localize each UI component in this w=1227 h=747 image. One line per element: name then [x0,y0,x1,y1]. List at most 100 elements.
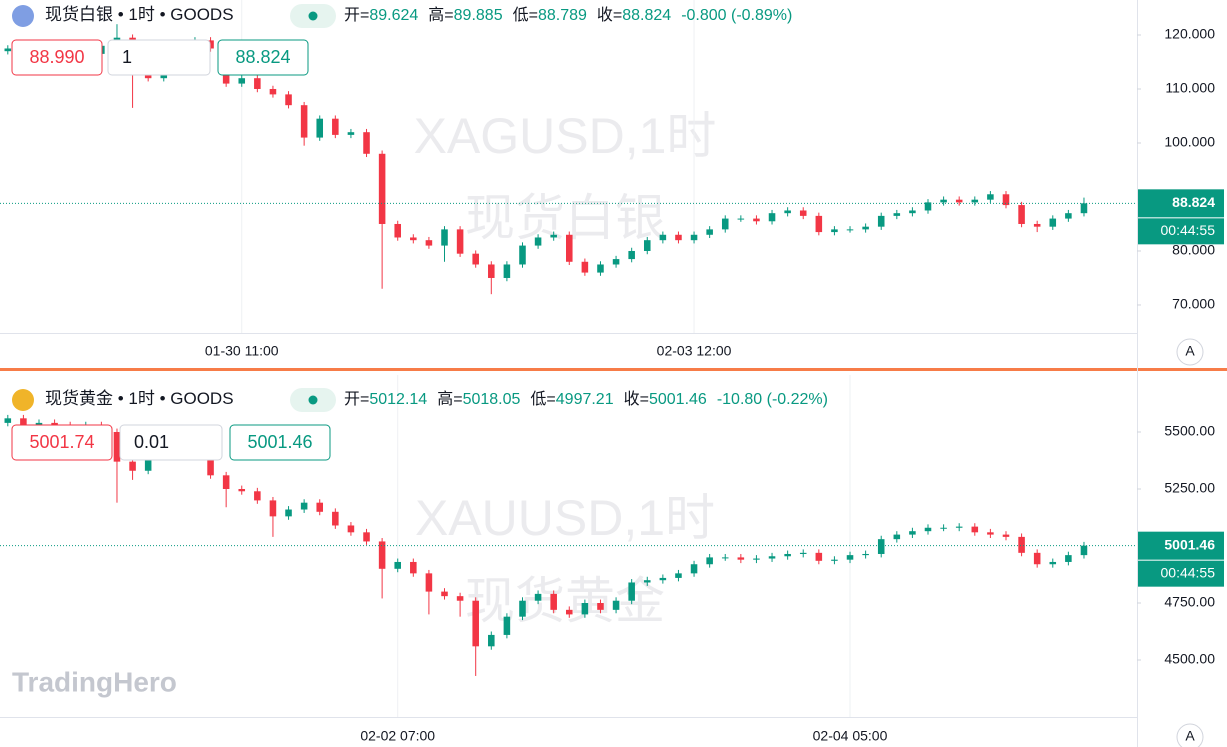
candle-body [737,218,745,220]
ohlc-label: 高= [437,390,462,408]
candle-body [1002,534,1010,537]
candle-body [534,593,542,601]
candle-body [799,210,807,216]
last-price-tag [1138,189,1224,218]
candle-body [550,234,557,238]
symbol-icon [12,389,34,411]
candle-body [706,557,713,565]
auto-scale-label[interactable]: A [1185,728,1195,744]
ohlc-label: 开= [344,7,369,24]
order-button[interactable] [107,39,211,76]
order-button[interactable] [11,424,113,461]
ohlc-value: 89.885 [454,7,503,24]
order-button-label[interactable]: 5001.46 [247,432,312,452]
order-button[interactable] [119,424,223,461]
candle-body [706,229,713,235]
candle-body [799,552,807,554]
candle-body [940,527,947,529]
candle-body [222,475,230,489]
auto-scale-label[interactable]: A [1185,343,1195,359]
candle-body [581,261,589,273]
candle-body [815,552,823,561]
candle-body [4,418,12,423]
candle-body [488,264,495,278]
change: -0.800 (-0.89%) [681,7,792,24]
candle-body [410,237,417,241]
candle-body [4,48,12,52]
candle-body [659,234,667,241]
candle-body [410,561,417,574]
candle-body [269,500,277,517]
ohlc-label: 高= [428,6,453,24]
candle-body [597,603,604,610]
candle-body [394,561,401,569]
candle-body [831,229,838,233]
candle-body [846,555,854,560]
watermark: 现货白银 [465,190,665,246]
candle-body [987,194,994,200]
candle-body [566,234,573,262]
candle-body [425,240,433,246]
candle-body [378,153,386,224]
symbol-title: 现货白银 • 1时 • GOODS [45,5,234,24]
order-button[interactable] [229,424,331,461]
candle-body [877,215,885,227]
candle-body [285,509,292,517]
order-button-label[interactable]: 88.824 [235,47,290,67]
candle-body [643,240,651,251]
auto-scale-button[interactable] [1176,338,1204,366]
symbol-header: 现货白银 • 1时 • GOODS [45,5,234,24]
candle-body [488,634,495,647]
candle-body [519,245,526,265]
candle-body [503,264,511,278]
candle-body [378,541,386,569]
candle-body [940,199,947,203]
order-button[interactable] [11,39,103,76]
candle-body [893,213,901,216]
auto-scale-button[interactable] [1176,723,1204,747]
candle-body [238,489,246,492]
symbol-title: 现货黄金 • 1时 • GOODS [45,389,234,408]
market-status-dot [308,11,318,21]
order-button-label[interactable]: 88.990 [29,47,84,67]
candle-body [955,199,963,203]
candle-body [971,526,979,533]
candle-body [831,559,838,561]
candle-body [20,418,27,428]
candle-body [550,593,557,610]
candle-body [1065,555,1072,562]
logo: TradingHero [12,666,177,697]
ohlc-value: 5018.05 [463,391,521,408]
order-button-label[interactable]: 5001.74 [29,432,94,452]
countdown: 00:44:55 [1161,564,1216,580]
ohlc-label: 开= [344,391,369,408]
candle-body [597,264,604,273]
ohlc-label: 收= [624,390,649,408]
candle-body [721,557,729,559]
order-button-label[interactable]: 0.01 [134,432,169,452]
candle-body [332,118,339,135]
candle-body [1033,552,1041,565]
ohlc-label: 收= [597,6,622,24]
last-price-tag [1138,531,1224,560]
candle-body [612,600,620,610]
candle-body [300,502,308,510]
candle-body [300,105,308,138]
order-button-label[interactable]: 1 [122,47,132,67]
y-tick-label: 4750.00 [1164,594,1215,610]
candle-body [503,616,511,635]
candle-body [877,539,885,554]
candle-body [846,229,854,231]
y-tick-label: 100.000 [1164,134,1215,150]
candle-body [1049,561,1057,565]
order-button[interactable] [217,39,309,76]
last-price-label: 5001.46 [1164,536,1215,552]
candle-body [753,558,760,560]
candle-body [347,132,355,135]
candle-body [238,78,246,84]
candle-body [363,132,370,154]
candle-body [690,234,698,241]
candle-body [129,461,136,471]
candle-body [1033,223,1041,227]
